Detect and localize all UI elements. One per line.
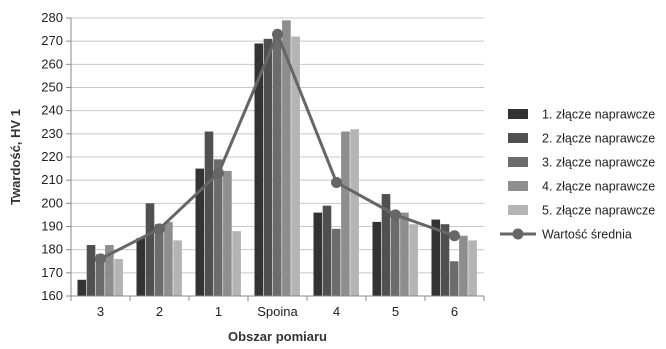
x-tick-label: 1 (215, 304, 222, 319)
legend-marker (512, 228, 524, 240)
bar (232, 231, 241, 296)
bar (409, 224, 418, 296)
bar (95, 254, 105, 296)
average-line (95, 28, 460, 265)
y-tick-label: 240 (41, 103, 63, 118)
bar (77, 279, 87, 296)
bar (372, 221, 382, 296)
legend-label: 3. złącze naprawcze (542, 156, 655, 170)
average-point (95, 253, 106, 265)
x-tick-label: 3 (97, 304, 104, 319)
legend-swatch (508, 157, 528, 167)
average-point (154, 223, 165, 235)
bar (381, 194, 391, 296)
y-tick-label: 170 (41, 265, 63, 280)
legend-label: Wartość średnia (542, 228, 632, 242)
average-point (449, 230, 460, 242)
bar (223, 170, 232, 296)
y-tick-label: 230 (41, 126, 63, 141)
bar (164, 221, 173, 296)
y-tick-label: 180 (41, 242, 63, 257)
y-tick-label: 250 (41, 80, 63, 95)
bar (195, 168, 205, 296)
legend-swatch (508, 109, 528, 119)
bar (105, 245, 114, 296)
y-tick-labels: 160 170 180 190 200 210 220 230 240 250 260 270 280 (41, 10, 63, 303)
axes (70, 18, 484, 297)
legend-swatch (508, 205, 528, 215)
legend-swatch (508, 181, 528, 191)
legend-label: 1. złącze naprawcze (542, 108, 655, 122)
bar (154, 224, 164, 296)
bar (145, 203, 155, 296)
bar (350, 129, 359, 296)
x-tick-label: 2 (156, 304, 163, 319)
x-tick-labels: 3 2 1 Spoina 4 5 6 (70, 296, 485, 319)
bar (449, 261, 459, 296)
y-tick-label: 260 (41, 56, 63, 71)
average-point (213, 167, 224, 179)
average-point (390, 209, 401, 221)
x-tick-label: 6 (451, 304, 458, 319)
bar (173, 240, 182, 296)
legend-label: 2. złącze naprawcze (542, 132, 655, 146)
y-tick-label: 270 (41, 33, 63, 48)
average-point (272, 28, 283, 40)
y-tick-label: 280 (41, 10, 63, 25)
bar (400, 212, 409, 296)
bar (136, 238, 146, 296)
bar (272, 34, 282, 296)
legend-label: 4. złącze naprawcze (542, 180, 655, 194)
bar (291, 36, 300, 297)
bar (431, 219, 441, 296)
y-axis-title: Twardość, HV 1 (8, 109, 23, 205)
bar (322, 205, 332, 296)
y-tick-label: 160 (41, 288, 63, 303)
x-axis-title: Obszar pomiaru (228, 329, 327, 344)
bar (468, 240, 477, 296)
legend: 1. złącze naprawcze 2. złącze naprawcze 3.… (500, 108, 655, 242)
bar (86, 245, 96, 296)
bar (204, 131, 214, 296)
average-point (331, 176, 342, 188)
x-tick-label: 4 (333, 304, 340, 319)
bar (114, 258, 123, 296)
bar (331, 228, 341, 296)
bar (390, 212, 400, 296)
y-tick-label: 220 (41, 149, 63, 164)
bar (254, 43, 264, 296)
bar (440, 224, 450, 296)
y-tick-label: 190 (41, 219, 63, 234)
legend-swatch (508, 133, 528, 143)
bar (213, 159, 223, 296)
bar (263, 38, 273, 296)
x-tick-label: Spoina (257, 304, 298, 319)
bar (459, 235, 468, 296)
bars (77, 20, 477, 297)
x-tick-label: 5 (392, 304, 399, 319)
y-tick-label: 210 (41, 172, 63, 187)
bar (341, 131, 350, 296)
legend-label: 5. złącze naprawcze (542, 204, 655, 218)
y-tick-label: 200 (41, 195, 63, 210)
bar (313, 212, 323, 296)
bar (282, 20, 291, 297)
